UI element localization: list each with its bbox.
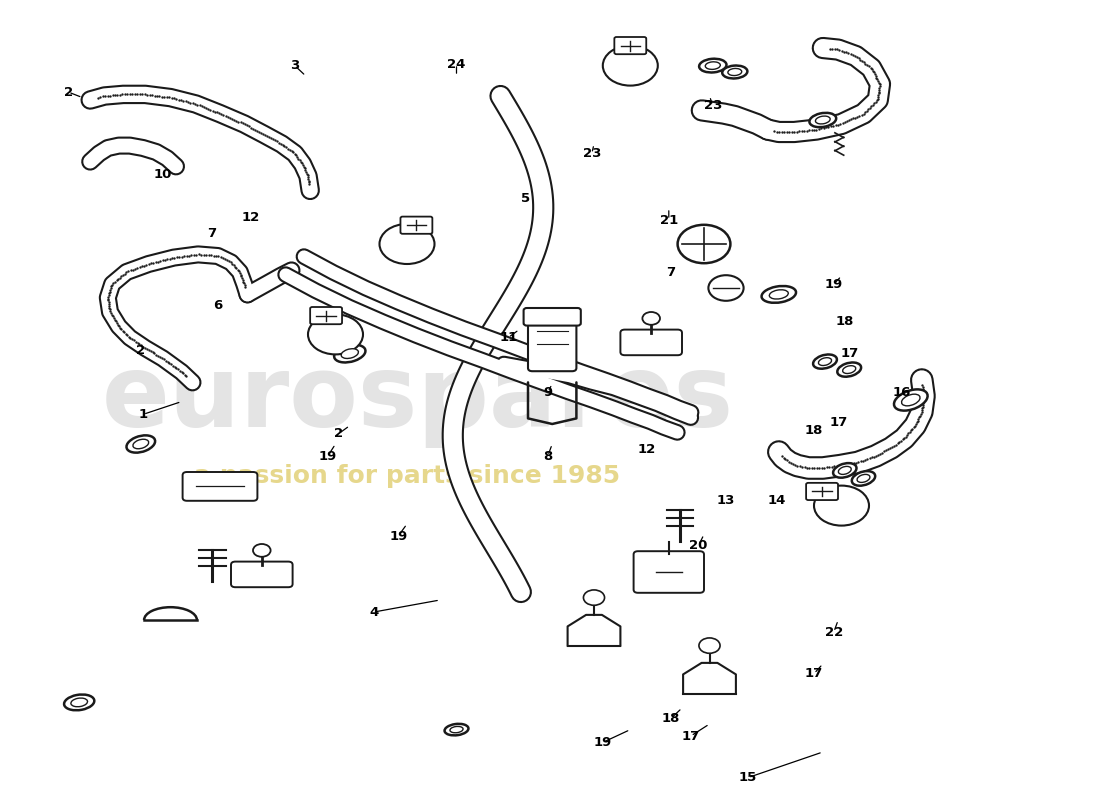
Text: 10: 10 [154,168,172,181]
Text: 19: 19 [319,450,337,462]
Circle shape [698,638,720,654]
Text: 19: 19 [825,278,843,290]
Text: 12: 12 [242,211,260,224]
Text: 18: 18 [836,315,854,328]
Ellipse shape [700,58,726,73]
Text: 4: 4 [370,606,378,618]
Circle shape [253,544,271,557]
Text: 11: 11 [499,331,517,344]
Text: a passion for parts since 1985: a passion for parts since 1985 [194,464,620,488]
Text: 18: 18 [805,424,823,437]
Text: 6: 6 [213,299,222,312]
Text: 8: 8 [543,450,552,462]
Circle shape [814,486,869,526]
Text: 7: 7 [207,227,216,240]
Text: 20: 20 [690,539,707,552]
Text: 23: 23 [704,99,722,112]
Circle shape [308,314,363,354]
Circle shape [583,590,605,606]
Text: 3: 3 [290,59,299,72]
Circle shape [379,224,434,264]
FancyBboxPatch shape [310,307,342,324]
Ellipse shape [843,366,856,374]
Ellipse shape [813,354,837,369]
Ellipse shape [815,116,830,124]
Ellipse shape [833,463,857,478]
FancyBboxPatch shape [400,217,432,234]
Ellipse shape [894,390,927,410]
Text: eurospares: eurospares [102,351,734,449]
FancyBboxPatch shape [620,330,682,355]
Text: 15: 15 [739,771,757,784]
Text: 2: 2 [136,344,145,357]
Text: 9: 9 [543,386,552,398]
Ellipse shape [70,698,88,706]
Circle shape [603,46,658,86]
Ellipse shape [838,466,851,474]
Circle shape [708,275,744,301]
Circle shape [642,312,660,325]
Text: 21: 21 [660,214,678,226]
Text: 12: 12 [638,443,656,456]
Ellipse shape [444,724,469,735]
Text: 13: 13 [717,494,735,506]
Text: 7: 7 [667,266,675,278]
FancyBboxPatch shape [614,37,647,54]
Ellipse shape [341,349,359,358]
Ellipse shape [450,726,463,733]
Ellipse shape [857,474,870,482]
FancyBboxPatch shape [524,308,581,326]
Ellipse shape [851,471,876,486]
Text: 18: 18 [662,712,680,725]
Ellipse shape [64,694,95,710]
FancyBboxPatch shape [806,483,838,500]
FancyBboxPatch shape [183,472,257,501]
Ellipse shape [769,290,789,299]
Text: 17: 17 [805,667,823,680]
Ellipse shape [837,362,861,377]
Ellipse shape [334,345,365,362]
Text: 17: 17 [829,416,847,429]
Text: 23: 23 [583,147,601,160]
Text: 2: 2 [334,427,343,440]
Circle shape [678,225,730,263]
Text: 1: 1 [139,408,147,421]
FancyBboxPatch shape [528,318,576,371]
Ellipse shape [810,113,836,127]
Text: 14: 14 [768,494,785,506]
Text: 22: 22 [825,626,843,638]
Text: 19: 19 [389,530,407,542]
FancyBboxPatch shape [231,562,293,587]
Ellipse shape [761,286,796,303]
Ellipse shape [126,435,155,453]
Text: 17: 17 [840,347,858,360]
Text: 24: 24 [448,58,465,70]
Text: 19: 19 [594,736,612,749]
Ellipse shape [133,439,148,449]
Ellipse shape [818,358,832,366]
Text: 2: 2 [64,86,73,98]
Ellipse shape [902,394,920,406]
Ellipse shape [728,69,741,75]
Ellipse shape [705,62,720,70]
Text: 17: 17 [682,730,700,742]
Text: 5: 5 [521,192,530,205]
FancyBboxPatch shape [634,551,704,593]
Text: 16: 16 [893,386,911,398]
Ellipse shape [723,66,747,78]
